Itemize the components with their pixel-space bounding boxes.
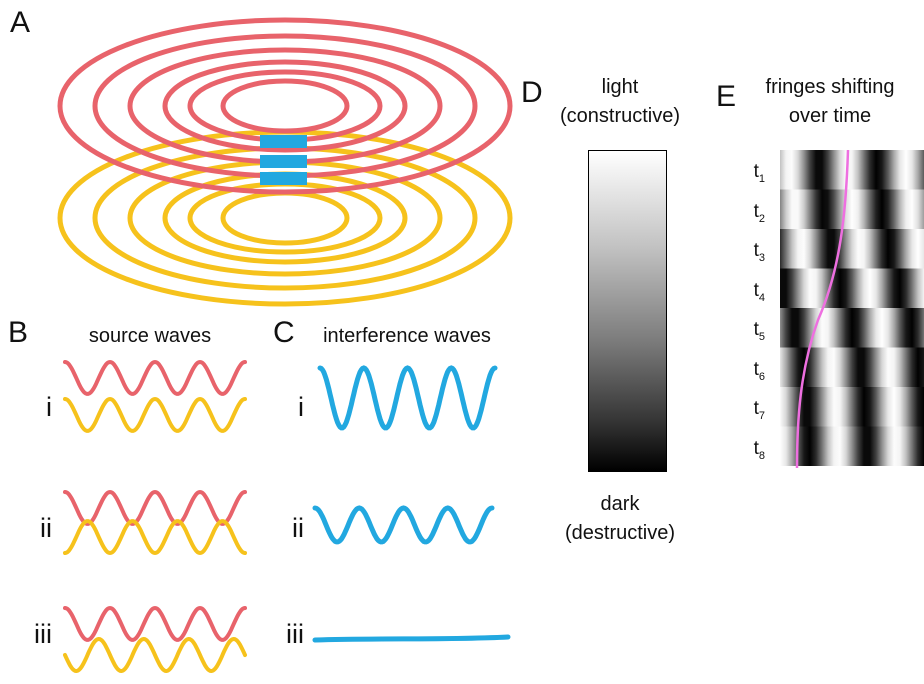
time-label-t7: t7 — [753, 398, 765, 422]
time-label-t5: t5 — [753, 319, 765, 343]
time-label-t4: t4 — [753, 279, 765, 304]
constructive-label: (constructive) — [559, 105, 681, 127]
fringes-title-line1: fringes shifting — [765, 76, 895, 98]
yellow-source-wave — [63, 396, 247, 433]
b-row-label-iii: iii — [34, 619, 52, 649]
fringe-row — [780, 229, 924, 269]
red-ring — [220, 78, 350, 134]
fringe-row — [780, 268, 924, 308]
fringe-row — [780, 426, 924, 466]
b-row-label-ii: ii — [40, 513, 52, 543]
c-row-label-iii: iii — [286, 619, 304, 649]
panel-e-letter: E — [716, 80, 737, 113]
fringe-row — [780, 189, 924, 229]
interference-wave-constructive — [317, 365, 498, 431]
panel-b-letter: B — [8, 316, 29, 349]
yellow-source-wave — [63, 519, 247, 556]
source-waves-title: source waves — [88, 325, 212, 347]
red-ring — [162, 59, 408, 153]
overlap-segment — [260, 155, 307, 168]
yellow-source-wave — [63, 636, 247, 674]
red-source-wave — [63, 359, 247, 396]
fringe-shift-trace — [795, 149, 850, 469]
c-row-label-i: i — [298, 392, 304, 422]
panel-c-letter: C — [273, 316, 295, 349]
b-row-label-i: i — [46, 392, 52, 422]
destructive-label: (destructive) — [564, 522, 676, 544]
interference-wave-destructive — [312, 634, 511, 643]
fringes-title-line2: over time — [788, 105, 872, 127]
time-label-t6: t6 — [753, 358, 765, 383]
light-label: light — [601, 76, 639, 98]
red-source-wave — [63, 489, 247, 526]
interference-waves-title: interference waves — [323, 325, 491, 347]
overlap-segment — [260, 172, 307, 185]
red-ring — [57, 17, 513, 195]
interference-wave-partial — [312, 505, 495, 545]
red-source-wave — [63, 605, 247, 642]
c-row-label-ii: ii — [292, 513, 304, 543]
overlap-segment — [260, 135, 307, 148]
intensity-gradient-bar — [588, 150, 667, 472]
time-label-t2: t2 — [753, 200, 765, 225]
fringe-row — [780, 387, 924, 427]
panel-a-letter: A — [10, 6, 31, 39]
panel-d-letter: D — [521, 76, 543, 109]
fringe-row — [780, 308, 924, 348]
fringe-row — [780, 150, 924, 190]
dark-label: dark — [600, 493, 640, 515]
time-label-t3: t3 — [753, 240, 765, 264]
time-label-t1: t1 — [753, 161, 765, 185]
time-label-t8: t8 — [753, 437, 765, 462]
